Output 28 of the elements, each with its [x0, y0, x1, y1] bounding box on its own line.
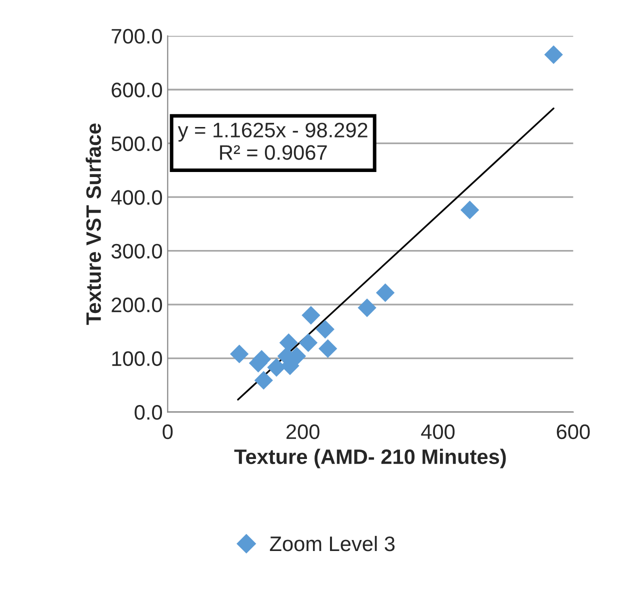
- point: [302, 306, 320, 325]
- y-tick-label: 0.0: [134, 405, 162, 420]
- legend-label: Zoom Level 3: [270, 536, 395, 552]
- x-tick-label: 200: [286, 424, 320, 440]
- point: [376, 283, 395, 302]
- point: [279, 333, 298, 352]
- y-tick-label: 400.0: [111, 190, 162, 205]
- point: [298, 333, 318, 352]
- point: [460, 200, 480, 220]
- point: [318, 339, 338, 358]
- x-tick-label: 0: [162, 424, 173, 440]
- point: [316, 320, 334, 339]
- x-axis-title: Texture (AMD- 210 Minutes): [234, 448, 506, 468]
- y-tick-label: 500.0: [112, 136, 162, 152]
- y-axis-title: Texture VST Surface: [86, 124, 102, 325]
- point: [544, 45, 563, 64]
- point: [267, 358, 286, 377]
- point: [358, 298, 376, 318]
- y-tick-label: 200.0: [112, 298, 162, 312]
- y-tick-label: 600.0: [112, 82, 162, 98]
- y-tick-label: 700.0: [112, 28, 162, 44]
- point: [230, 344, 249, 364]
- annotation: y = 1.1625x - 98.292 R² = 0.9067: [178, 122, 368, 160]
- x-tick-label: 600: [556, 424, 590, 440]
- y-tick-label: 100.0: [112, 351, 162, 366]
- x-tick-label: 400: [421, 424, 455, 440]
- point: [254, 371, 273, 390]
- y-tick-label: 300.0: [111, 244, 162, 259]
